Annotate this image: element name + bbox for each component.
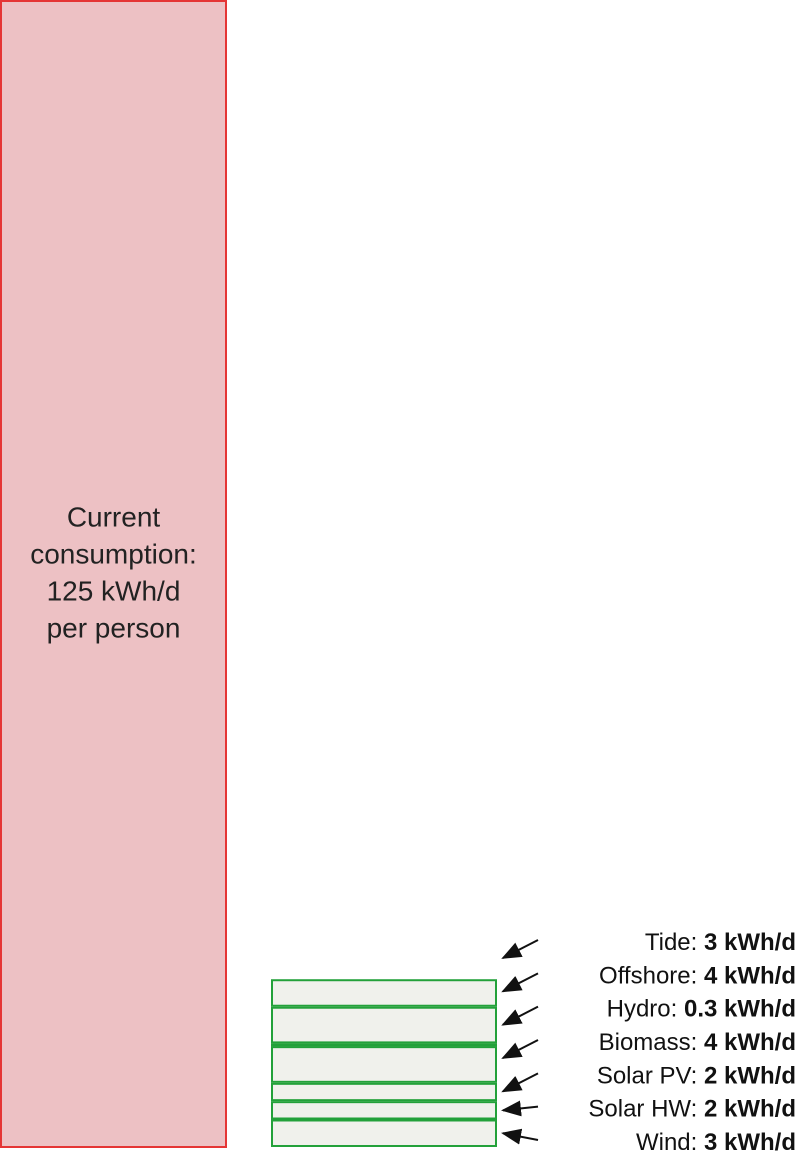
renewable-label-biomass: Biomass: 4 kWh/d (599, 1029, 796, 1056)
renewable-bar-hydro (271, 1043, 497, 1047)
renewable-label-wind: Wind: 3 kWh/d (636, 1129, 796, 1152)
label-arrow (501, 1100, 539, 1117)
consumption-label-line: per person (47, 613, 181, 644)
label-arrow (501, 972, 539, 993)
label-arrow (501, 1039, 539, 1059)
renewable-bar-tide (271, 979, 497, 1007)
renewable-bar-biomass (271, 1046, 497, 1083)
renewable-label-solar-hw: Solar HW: 2 kWh/d (588, 1096, 796, 1123)
consumption-label: Current consumption: 125 kWh/d per person (30, 502, 197, 644)
renewables-stack: Tide: 3 kWh/d Offshore: 4 kWh/d Hydro: 0.3… (271, 929, 796, 1152)
renewable-bar-solar-hw (271, 1101, 497, 1120)
renewable-label-tide: Tide: 3 kWh/d (645, 929, 796, 956)
renewable-bar-solar-pv (271, 1082, 497, 1102)
consumption-label-line: 125 kWh/d (47, 576, 181, 607)
renewable-bar-offshore (271, 1006, 497, 1044)
label-arrow (501, 1005, 539, 1026)
consumption-bar (0, 0, 227, 1148)
consumption-label-line: Current (67, 502, 161, 533)
consumption-label-line: consumption: (30, 539, 197, 570)
renewable-label-hydro: Hydro: 0.3 kWh/d (607, 996, 796, 1023)
consumption-bar-group: Current consumption: 125 kWh/d per person (0, 0, 227, 1148)
label-arrow (501, 1128, 539, 1145)
renewable-bar-wind (271, 1119, 497, 1147)
renewable-label-solar-pv: Solar PV: 2 kWh/d (597, 1062, 796, 1089)
label-arrow (501, 939, 539, 959)
renewable-label-offshore: Offshore: 4 kWh/d (599, 962, 796, 989)
label-arrow (501, 1072, 539, 1093)
